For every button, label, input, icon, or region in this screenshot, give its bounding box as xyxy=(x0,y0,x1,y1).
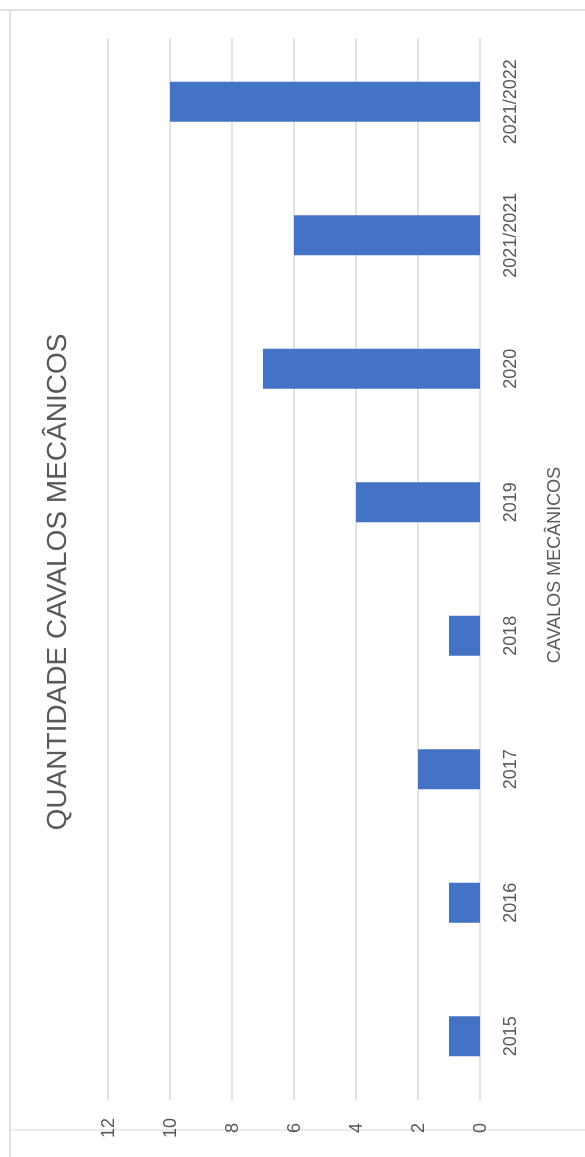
value-tick-label: 4 xyxy=(346,1123,366,1133)
bar xyxy=(294,215,480,256)
value-tick-label: 8 xyxy=(222,1123,242,1133)
gridlines xyxy=(107,38,481,1100)
value-tick-label: 2 xyxy=(408,1123,428,1133)
category-label: 2019 xyxy=(500,482,520,522)
category-label: 2016 xyxy=(500,883,520,923)
value-tick-label: 0 xyxy=(470,1123,490,1133)
chart-title: QUANTIDADE CAVALOS MECÂNICOS xyxy=(41,334,72,831)
bar xyxy=(449,882,480,923)
bar xyxy=(449,615,480,656)
category-label: 2020 xyxy=(500,349,520,389)
category-label: 2021/2022 xyxy=(500,59,520,144)
value-tick-label: 12 xyxy=(98,1118,118,1138)
category-label: 2021/2021 xyxy=(500,193,520,278)
category-label: 2018 xyxy=(500,616,520,656)
bar xyxy=(418,749,480,790)
bar xyxy=(263,348,480,389)
category-labels: 2015 2016 2017 2018 2019 2020 2021/2021 2021/20… xyxy=(500,59,520,1056)
category-label: 2015 xyxy=(500,1016,520,1056)
value-tick-label: 10 xyxy=(160,1118,180,1138)
value-tick-label: 6 xyxy=(284,1123,304,1133)
bar xyxy=(356,482,480,523)
x-axis-title: CAVALOS MECÂNICOS xyxy=(544,467,564,663)
value-axis-labels: 0 2 4 6 8 10 12 xyxy=(98,1118,490,1138)
bars xyxy=(170,81,480,1057)
bar xyxy=(449,1016,480,1057)
bar xyxy=(170,81,480,122)
category-label: 2017 xyxy=(500,749,520,789)
